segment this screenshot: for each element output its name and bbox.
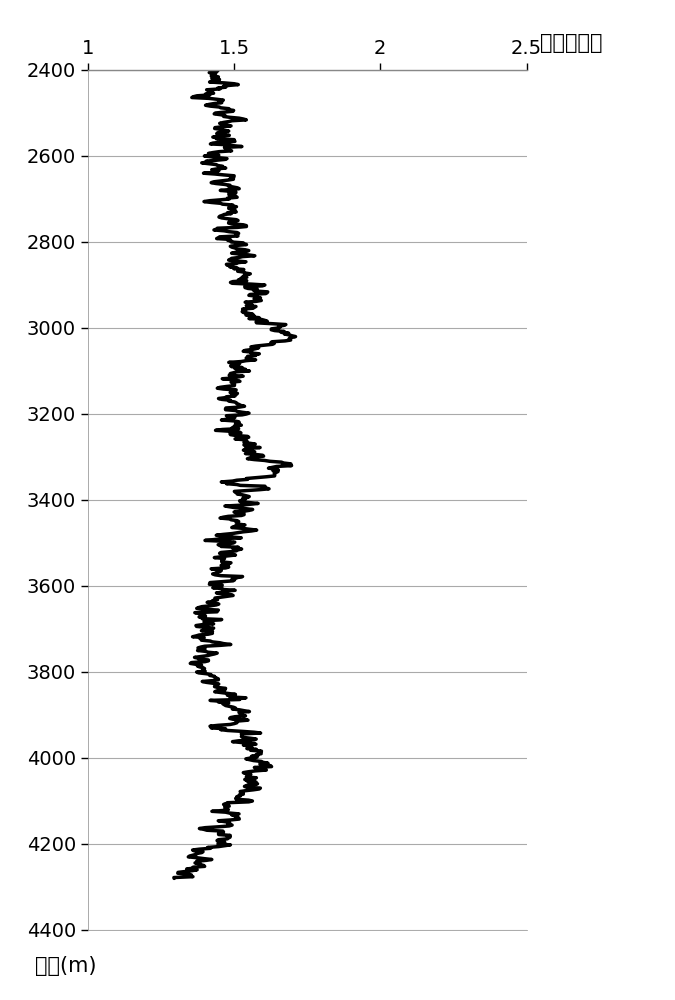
Text: 压力系数值: 压力系数值 — [540, 33, 602, 53]
Text: 深度(m): 深度(m) — [35, 956, 97, 976]
